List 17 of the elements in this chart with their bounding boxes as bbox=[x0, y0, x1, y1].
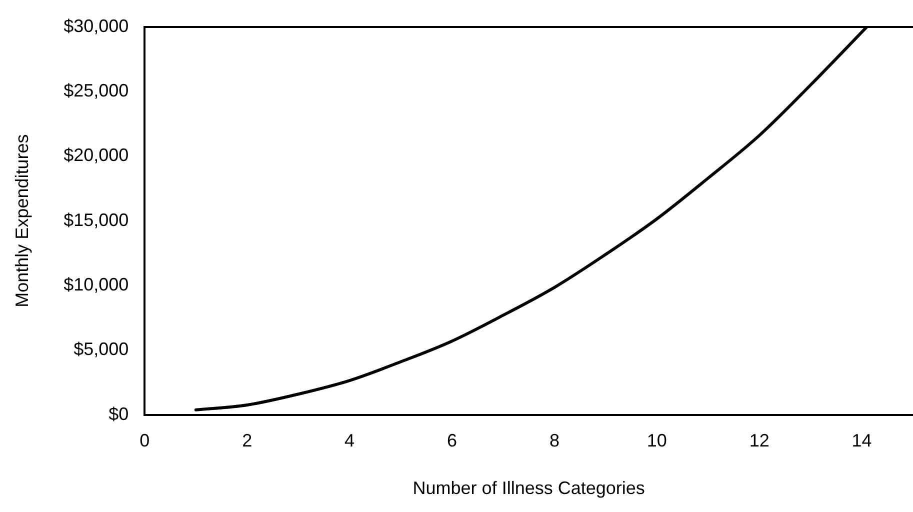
y-tick-label: $0 bbox=[108, 404, 129, 424]
x-tick-label: 14 bbox=[852, 430, 872, 451]
y-tick-label: $25,000 bbox=[64, 80, 129, 100]
y-tick-label: $5,000 bbox=[74, 339, 129, 360]
x-tick-label: 8 bbox=[549, 430, 560, 451]
x-tick-label: 10 bbox=[646, 430, 667, 451]
y-tick-label: $20,000 bbox=[64, 145, 129, 166]
x-tick-label: 2 bbox=[242, 430, 252, 451]
x-tick-label: 4 bbox=[344, 430, 355, 451]
x-tick-label: 0 bbox=[140, 430, 150, 451]
y-tick-label: $15,000 bbox=[64, 210, 129, 230]
y-axis-title: Monthly Expenditures bbox=[12, 134, 32, 308]
x-axis-title: Number of Illness Categories bbox=[412, 478, 645, 498]
y-tick-label: $30,000 bbox=[64, 16, 129, 36]
y-tick-label: $10,000 bbox=[64, 274, 129, 294]
x-tick-label: 6 bbox=[446, 430, 458, 451]
x-tick-label: 12 bbox=[749, 430, 770, 451]
